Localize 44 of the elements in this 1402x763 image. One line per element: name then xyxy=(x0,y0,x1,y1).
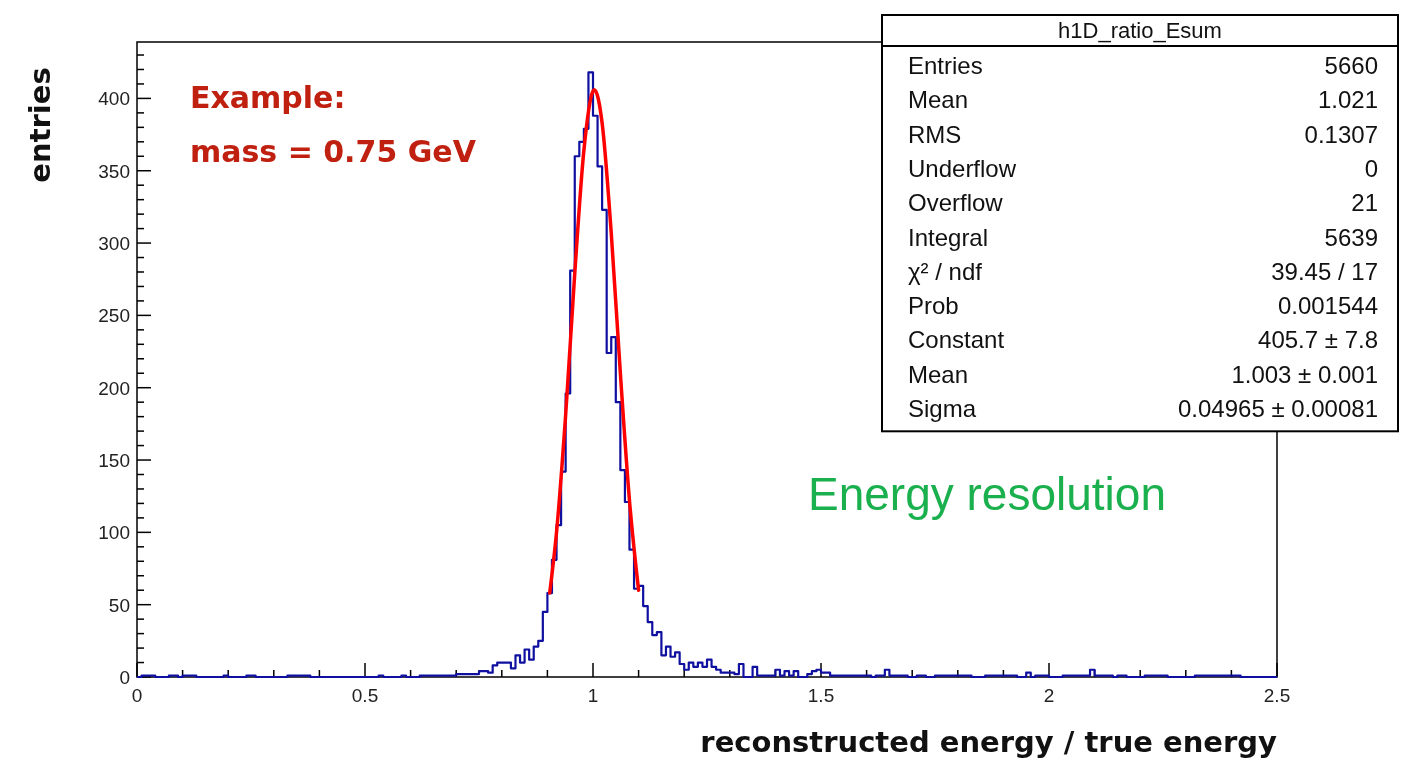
x-axis-title: reconstructed energy / true energy xyxy=(700,725,1278,759)
x-tick-label: 1.5 xyxy=(807,685,835,706)
y-tick-label: 400 xyxy=(98,88,130,110)
annotation: Mean xyxy=(908,360,969,388)
annotation: Constant xyxy=(908,326,1005,354)
annotation: mass = 0.75 GeV xyxy=(190,134,477,169)
x-tick-label: 1 xyxy=(587,685,599,706)
y-tick-label: 0 xyxy=(119,667,130,688)
annotation: Prob xyxy=(908,292,959,320)
text: 0.1307 xyxy=(1304,120,1378,148)
x-tick-label: 0.5 xyxy=(351,685,379,706)
annotation: Entries xyxy=(908,52,983,79)
x-tick-label: 2 xyxy=(1043,685,1055,706)
annotation: 405.7 ± 7.8 xyxy=(1258,326,1378,354)
text: 0 xyxy=(1364,154,1378,182)
y-tick-label: 150 xyxy=(98,450,130,472)
x-tick-label: 0 xyxy=(131,685,143,706)
annotation: 1.003 ± 0.001 xyxy=(1231,360,1378,388)
annotation: χ² / ndf xyxy=(908,257,983,285)
annotation: 39.45 / 17 xyxy=(1271,257,1378,285)
y-tick-label: 300 xyxy=(98,233,130,255)
annotation: RMS xyxy=(908,120,962,148)
chart-title: h1D_ratio_Esum xyxy=(1058,18,1222,43)
y-tick-label: 350 xyxy=(98,160,130,182)
text: 1.021 xyxy=(1317,86,1378,114)
annotation: Sigma xyxy=(908,395,977,422)
line-series xyxy=(547,87,641,595)
y-tick-label: 200 xyxy=(98,377,130,399)
y-tick-label: 100 xyxy=(98,522,130,544)
annotation: 0.04965 ± 0.00081 xyxy=(1177,395,1378,422)
text: 5639 xyxy=(1324,223,1378,251)
annotation: Example: xyxy=(190,80,346,115)
text: 5660 xyxy=(1324,52,1378,79)
annotation: Underflow xyxy=(908,154,1017,182)
y-tick-label: 250 xyxy=(98,305,130,327)
text: 21 xyxy=(1351,189,1378,217)
annotation: Overflow xyxy=(908,189,1004,217)
y-tick-label: 50 xyxy=(108,594,130,616)
x-tick-label: 2.5 xyxy=(1263,685,1291,706)
annotation: Integral xyxy=(908,223,989,251)
y-axis-title: entries xyxy=(23,67,57,183)
annotation: Mean xyxy=(908,86,969,114)
text: 0.001544 xyxy=(1277,292,1378,320)
annotation: Energy resolution xyxy=(808,468,1166,520)
